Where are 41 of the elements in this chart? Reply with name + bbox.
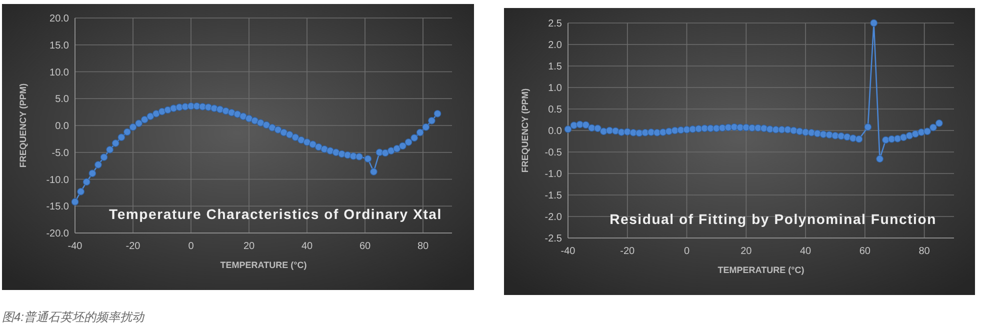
x-tick-label: 60 — [859, 246, 871, 257]
y-tick-label: 1.5 — [548, 62, 562, 72]
x-tick-label: 40 — [800, 246, 812, 257]
x-tick-label: 40 — [301, 241, 313, 252]
y-tick-label: 0.5 — [548, 104, 562, 116]
y-tick-label: -10.0 — [46, 174, 70, 186]
x-tick-label: -40 — [68, 241, 83, 252]
y-tick-label: 2.5 — [548, 18, 562, 30]
y-tick-label: 20.0 — [50, 14, 70, 24]
y-axis-title: FREQUENCY (PPM) — [520, 88, 530, 173]
y-tick-label: -1.5 — [544, 190, 562, 202]
y-tick-label: -20.0 — [46, 228, 70, 240]
y-tick-label: -5.0 — [52, 148, 70, 159]
x-tick-label: 60 — [359, 241, 371, 252]
x-tick-label: -20 — [620, 246, 636, 257]
caption: 图4:普通石英坯的频率扰动 — [2, 310, 146, 324]
y-tick-label: -15.0 — [46, 202, 70, 213]
y-tick-label: 10.0 — [50, 67, 70, 78]
x-tick-label: 80 — [918, 246, 930, 257]
y-tick-label: 0.0 — [55, 121, 70, 132]
x-tick-label: 0 — [188, 241, 194, 252]
y-tick-label: 0.0 — [548, 126, 562, 137]
x-tick-label: 0 — [684, 246, 690, 257]
x-tick-label: -20 — [126, 241, 141, 252]
text: Residual of Fitting by Polynominal Function — [610, 211, 936, 227]
y-tick-label: 15.0 — [50, 40, 70, 52]
x-tick-label: 20 — [243, 241, 255, 252]
y-tick-label: 1.0 — [548, 83, 562, 94]
x-tick-label: -40 — [560, 246, 576, 257]
y-tick-label: -1.0 — [544, 169, 562, 180]
y-tick-label: 5.0 — [55, 94, 70, 106]
x-tick-label: 80 — [417, 241, 429, 252]
x-axis-title: TEMPERATURE (°C) — [220, 260, 307, 270]
y-axis-title: FREQUENCY (PPM) — [18, 83, 28, 168]
y-tick-label: -0.5 — [544, 148, 562, 158]
text: Temperature Characteristics of Ordinary Xtal — [109, 206, 442, 222]
y-tick-label: -2.0 — [544, 212, 562, 223]
y-tick-label: -2.5 — [544, 234, 562, 244]
x-tick-label: 20 — [740, 246, 752, 257]
y-tick-label: 2.0 — [548, 40, 562, 51]
x-axis-title: TEMPERATURE (°C) — [718, 265, 804, 275]
